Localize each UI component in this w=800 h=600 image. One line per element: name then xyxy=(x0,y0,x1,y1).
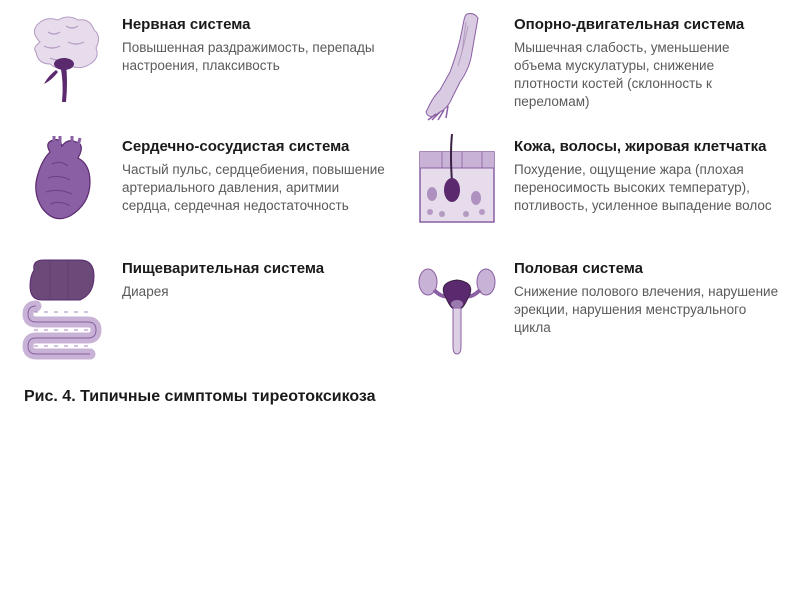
system-item-digestive: Пищеварительная система Диарея xyxy=(20,256,388,366)
arm-icon xyxy=(412,12,502,122)
system-desc: Повышенная раздражимость, перепады настр… xyxy=(122,39,388,75)
text-block: Кожа, волосы, жировая клетчатка Похудени… xyxy=(514,134,780,244)
system-title: Кожа, волосы, жировая клетчатка xyxy=(514,138,780,157)
system-item-reproductive: Половая система Снижение полового влечен… xyxy=(412,256,780,366)
digestive-icon xyxy=(20,256,110,366)
system-item-cardio: Сердечно-сосудистая система Частый пульс… xyxy=(20,134,388,244)
system-desc: Частый пульс, сердцебиения, повышение ар… xyxy=(122,161,388,216)
system-title: Опорно-двигательная система xyxy=(514,16,780,35)
reproductive-icon xyxy=(412,256,502,366)
system-title: Сердечно-сосудистая система xyxy=(122,138,388,157)
system-title: Нервная система xyxy=(122,16,388,35)
text-block: Опорно-двигательная система Мышечная сла… xyxy=(514,12,780,122)
brain-icon xyxy=(20,12,110,122)
system-item-nervous: Нервная система Повышенная раздражимость… xyxy=(20,12,388,122)
text-block: Нервная система Повышенная раздражимость… xyxy=(122,12,388,122)
infographic-grid: Нервная система Повышенная раздражимость… xyxy=(20,12,780,366)
system-desc: Мышечная слабость, уменьшение объема мус… xyxy=(514,39,780,112)
figure-caption: Рис. 4. Типичные симптомы тиреотоксикоза xyxy=(20,388,780,406)
system-desc: Снижение полового влечения, нарушение эр… xyxy=(514,283,780,338)
system-title: Половая система xyxy=(514,260,780,279)
system-item-musculoskeletal: Опорно-двигательная система Мышечная сла… xyxy=(412,12,780,122)
system-desc: Похудение, ощущение жара (плохая перенос… xyxy=(514,161,780,216)
system-item-skin: Кожа, волосы, жировая клетчатка Похудени… xyxy=(412,134,780,244)
skin-icon xyxy=(412,134,502,244)
system-desc: Диарея xyxy=(122,283,388,301)
heart-icon xyxy=(20,134,110,244)
system-title: Пищеварительная система xyxy=(122,260,388,279)
text-block: Половая система Снижение полового влечен… xyxy=(514,256,780,366)
text-block: Сердечно-сосудистая система Частый пульс… xyxy=(122,134,388,244)
text-block: Пищеварительная система Диарея xyxy=(122,256,388,366)
